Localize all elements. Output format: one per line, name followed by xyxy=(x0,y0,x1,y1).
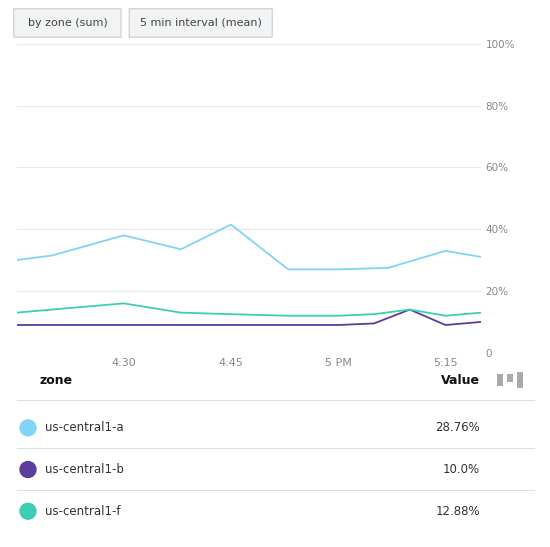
Text: 28.76%: 28.76% xyxy=(435,421,480,434)
Text: us-central1-f: us-central1-f xyxy=(45,505,120,518)
Text: us-central1-a: us-central1-a xyxy=(45,421,124,434)
FancyBboxPatch shape xyxy=(129,9,272,37)
Circle shape xyxy=(20,503,36,519)
Text: Value: Value xyxy=(441,374,480,387)
Bar xyxy=(497,374,503,386)
Text: us-central1-b: us-central1-b xyxy=(45,463,124,476)
Text: 5 min interval (mean): 5 min interval (mean) xyxy=(140,18,262,28)
Circle shape xyxy=(20,462,36,478)
Text: 12.88%: 12.88% xyxy=(436,505,480,518)
Bar xyxy=(507,374,513,382)
Bar xyxy=(517,372,523,388)
Text: 10.0%: 10.0% xyxy=(443,463,480,476)
FancyBboxPatch shape xyxy=(14,9,121,37)
Text: by zone (sum): by zone (sum) xyxy=(28,18,107,28)
Text: zone: zone xyxy=(40,374,73,387)
Circle shape xyxy=(20,420,36,436)
